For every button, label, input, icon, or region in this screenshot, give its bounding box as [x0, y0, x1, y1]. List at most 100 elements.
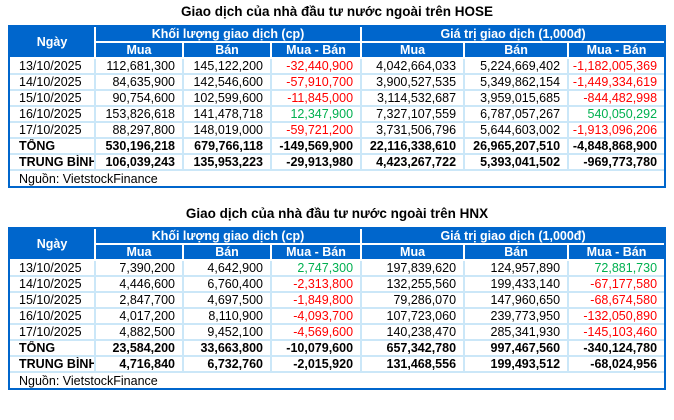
- source-row: Nguồn: VietstockFinance: [10, 169, 665, 186]
- row-label-cell: TỔNG: [10, 339, 96, 357]
- value-cell: -340,124,780: [567, 339, 665, 357]
- value-cell: -11,845,000: [269, 89, 363, 107]
- header-value-buy: Mua: [360, 243, 466, 261]
- value-cell: -10,079,600: [269, 339, 363, 357]
- value-cell: -1,849,800: [269, 291, 363, 309]
- value-cell: 3,731,506,796: [360, 121, 466, 139]
- row-label-cell: TRUNG BÌNH: [10, 355, 96, 373]
- hnx-table: Ngày Khối lượng giao dịch (cp) Giá trị g…: [10, 229, 665, 388]
- average-row: TRUNG BÌNH 106,039,243 135,953,223 -29,913,…: [10, 153, 665, 171]
- value-cell: 7,390,200: [94, 259, 184, 277]
- value-cell: 102,599,600: [182, 89, 272, 107]
- value-cell: 3,900,527,535: [360, 73, 466, 91]
- value-cell: -969,773,780: [567, 153, 665, 171]
- value-cell: 79,286,070: [360, 291, 466, 309]
- row-label-cell: TỔNG: [10, 137, 96, 155]
- value-cell: 26,965,207,510: [463, 137, 570, 155]
- hose-table-title: Giao dịch của nhà đầu tư nước ngoài trên…: [181, 4, 493, 19]
- value-cell: 657,342,780: [360, 339, 466, 357]
- header-volume-sell: Bán: [182, 41, 272, 59]
- value-cell: 540,050,292: [567, 105, 665, 123]
- header-value-group: Giá trị giao dịch (1,000đ): [360, 229, 665, 245]
- data-row: 14/10/2025 84,635,900 142,546,600 -57,910,7…: [10, 73, 665, 91]
- row-label-cell: 16/10/2025: [10, 105, 96, 123]
- value-cell: 107,723,060: [360, 307, 466, 325]
- data-row: 17/10/2025 4,882,500 9,452,100 -4,569,600 14…: [10, 323, 665, 341]
- value-cell: 153,826,618: [94, 105, 184, 123]
- source-row: Nguồn: VietstockFinance: [10, 371, 665, 388]
- header-volume-net: Mua - Bán: [269, 243, 363, 261]
- value-cell: 142,546,600: [182, 73, 272, 91]
- value-cell: 147,960,650: [463, 291, 570, 309]
- value-cell: 148,019,000: [182, 121, 272, 139]
- value-cell: 72,881,730: [567, 259, 665, 277]
- value-cell: 3,959,015,685: [463, 89, 570, 107]
- value-cell: 6,760,400: [182, 275, 272, 293]
- value-cell: -1,913,096,206: [567, 121, 665, 139]
- value-cell: 4,642,900: [182, 259, 272, 277]
- value-cell: 5,393,041,502: [463, 153, 570, 171]
- total-row: TỔNG 23,584,200 33,663,800 -10,079,600 657,3…: [10, 339, 665, 357]
- header-volume-sell: Bán: [182, 243, 272, 261]
- value-cell: -149,569,900: [269, 137, 363, 155]
- data-row: 15/10/2025 2,847,700 4,697,500 -1,849,800 79…: [10, 291, 665, 309]
- header-value-net: Mua - Bán: [567, 243, 665, 261]
- value-cell: 23,584,200: [94, 339, 184, 357]
- source-text: Nguồn: VietstockFinance: [10, 169, 665, 186]
- hose-table-frame: Ngày Khối lượng giao dịch (cp) Giá trị g…: [8, 25, 666, 188]
- hose-table-section: Giao dịch của nhà đầu tư nước ngoài trên…: [8, 0, 666, 188]
- data-row: 17/10/2025 88,297,800 148,019,000 -59,721,2…: [10, 121, 665, 139]
- row-label-cell: 14/10/2025: [10, 73, 96, 91]
- value-cell: 197,839,620: [360, 259, 466, 277]
- average-row: TRUNG BÌNH 4,716,840 6,732,760 -2,015,920 13…: [10, 355, 665, 373]
- value-cell: -844,482,998: [567, 89, 665, 107]
- value-cell: 84,635,900: [94, 73, 184, 91]
- value-cell: 145,122,200: [182, 57, 272, 75]
- value-cell: 112,681,300: [94, 57, 184, 75]
- value-cell: 132,255,560: [360, 275, 466, 293]
- data-row: 16/10/2025 4,017,200 8,110,900 -4,093,700 10…: [10, 307, 665, 325]
- data-row: 16/10/2025 153,826,618 141,478,718 12,347,9…: [10, 105, 665, 123]
- value-cell: -145,103,460: [567, 323, 665, 341]
- value-cell: 530,196,218: [94, 137, 184, 155]
- row-label-cell: 15/10/2025: [10, 89, 96, 107]
- value-cell: 285,341,930: [463, 323, 570, 341]
- value-cell: -68,674,580: [567, 291, 665, 309]
- value-cell: 135,953,223: [182, 153, 272, 171]
- value-cell: 4,716,840: [94, 355, 184, 373]
- hose-table: Ngày Khối lượng giao dịch (cp) Giá trị g…: [10, 27, 665, 186]
- header-volume-group: Khối lượng giao dịch (cp): [93, 229, 363, 245]
- data-row: 13/10/2025 112,681,300 145,122,200 -32,440,…: [10, 57, 665, 75]
- value-cell: 9,452,100: [182, 323, 272, 341]
- row-label-cell: 17/10/2025: [10, 323, 96, 341]
- value-cell: -67,177,580: [567, 275, 665, 293]
- header-volume-buy: Mua: [95, 41, 184, 59]
- data-row: 14/10/2025 4,446,600 6,760,400 -2,313,800 13…: [10, 275, 665, 293]
- row-label-cell: 13/10/2025: [10, 57, 96, 75]
- value-cell: -1,449,334,619: [567, 73, 665, 91]
- value-cell: -2,313,800: [269, 275, 363, 293]
- value-cell: 679,766,118: [182, 137, 272, 155]
- value-cell: 4,042,664,033: [360, 57, 466, 75]
- value-cell: 106,039,243: [94, 153, 184, 171]
- value-cell: -4,848,868,900: [567, 137, 665, 155]
- value-cell: 33,663,800: [182, 339, 272, 357]
- header-volume-group: Khối lượng giao dịch (cp): [93, 27, 363, 43]
- value-cell: -4,093,700: [269, 307, 363, 325]
- header-volume-buy: Mua: [95, 243, 184, 261]
- value-cell: 4,446,600: [94, 275, 184, 293]
- value-cell: 4,017,200: [94, 307, 184, 325]
- value-cell: 90,754,600: [94, 89, 184, 107]
- hnx-table-frame: Ngày Khối lượng giao dịch (cp) Giá trị g…: [8, 227, 666, 390]
- row-label-cell: 16/10/2025: [10, 307, 96, 325]
- row-label-cell: TRUNG BÌNH: [10, 153, 96, 171]
- value-cell: -59,721,200: [269, 121, 363, 139]
- value-cell: 7,327,107,559: [360, 105, 466, 123]
- value-cell: 3,114,532,687: [360, 89, 466, 107]
- value-cell: 2,847,700: [94, 291, 184, 309]
- row-label-cell: 14/10/2025: [10, 275, 96, 293]
- value-cell: -2,015,920: [269, 355, 363, 373]
- value-cell: 4,882,500: [94, 323, 184, 341]
- value-cell: 199,493,512: [463, 355, 570, 373]
- value-cell: 8,110,900: [182, 307, 272, 325]
